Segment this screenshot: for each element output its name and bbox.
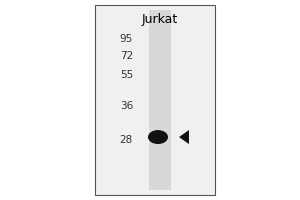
Text: 28: 28 [120, 135, 133, 145]
Ellipse shape [148, 130, 168, 144]
Bar [149, 10, 171, 190]
Text: 95: 95 [120, 34, 133, 44]
Bar [95, 5, 215, 195]
Polygon shape [179, 130, 189, 144]
Text: 72: 72 [120, 51, 133, 61]
Text: 55: 55 [120, 70, 133, 80]
Text: 36: 36 [120, 101, 133, 111]
Text: Jurkat: Jurkat [142, 13, 178, 26]
